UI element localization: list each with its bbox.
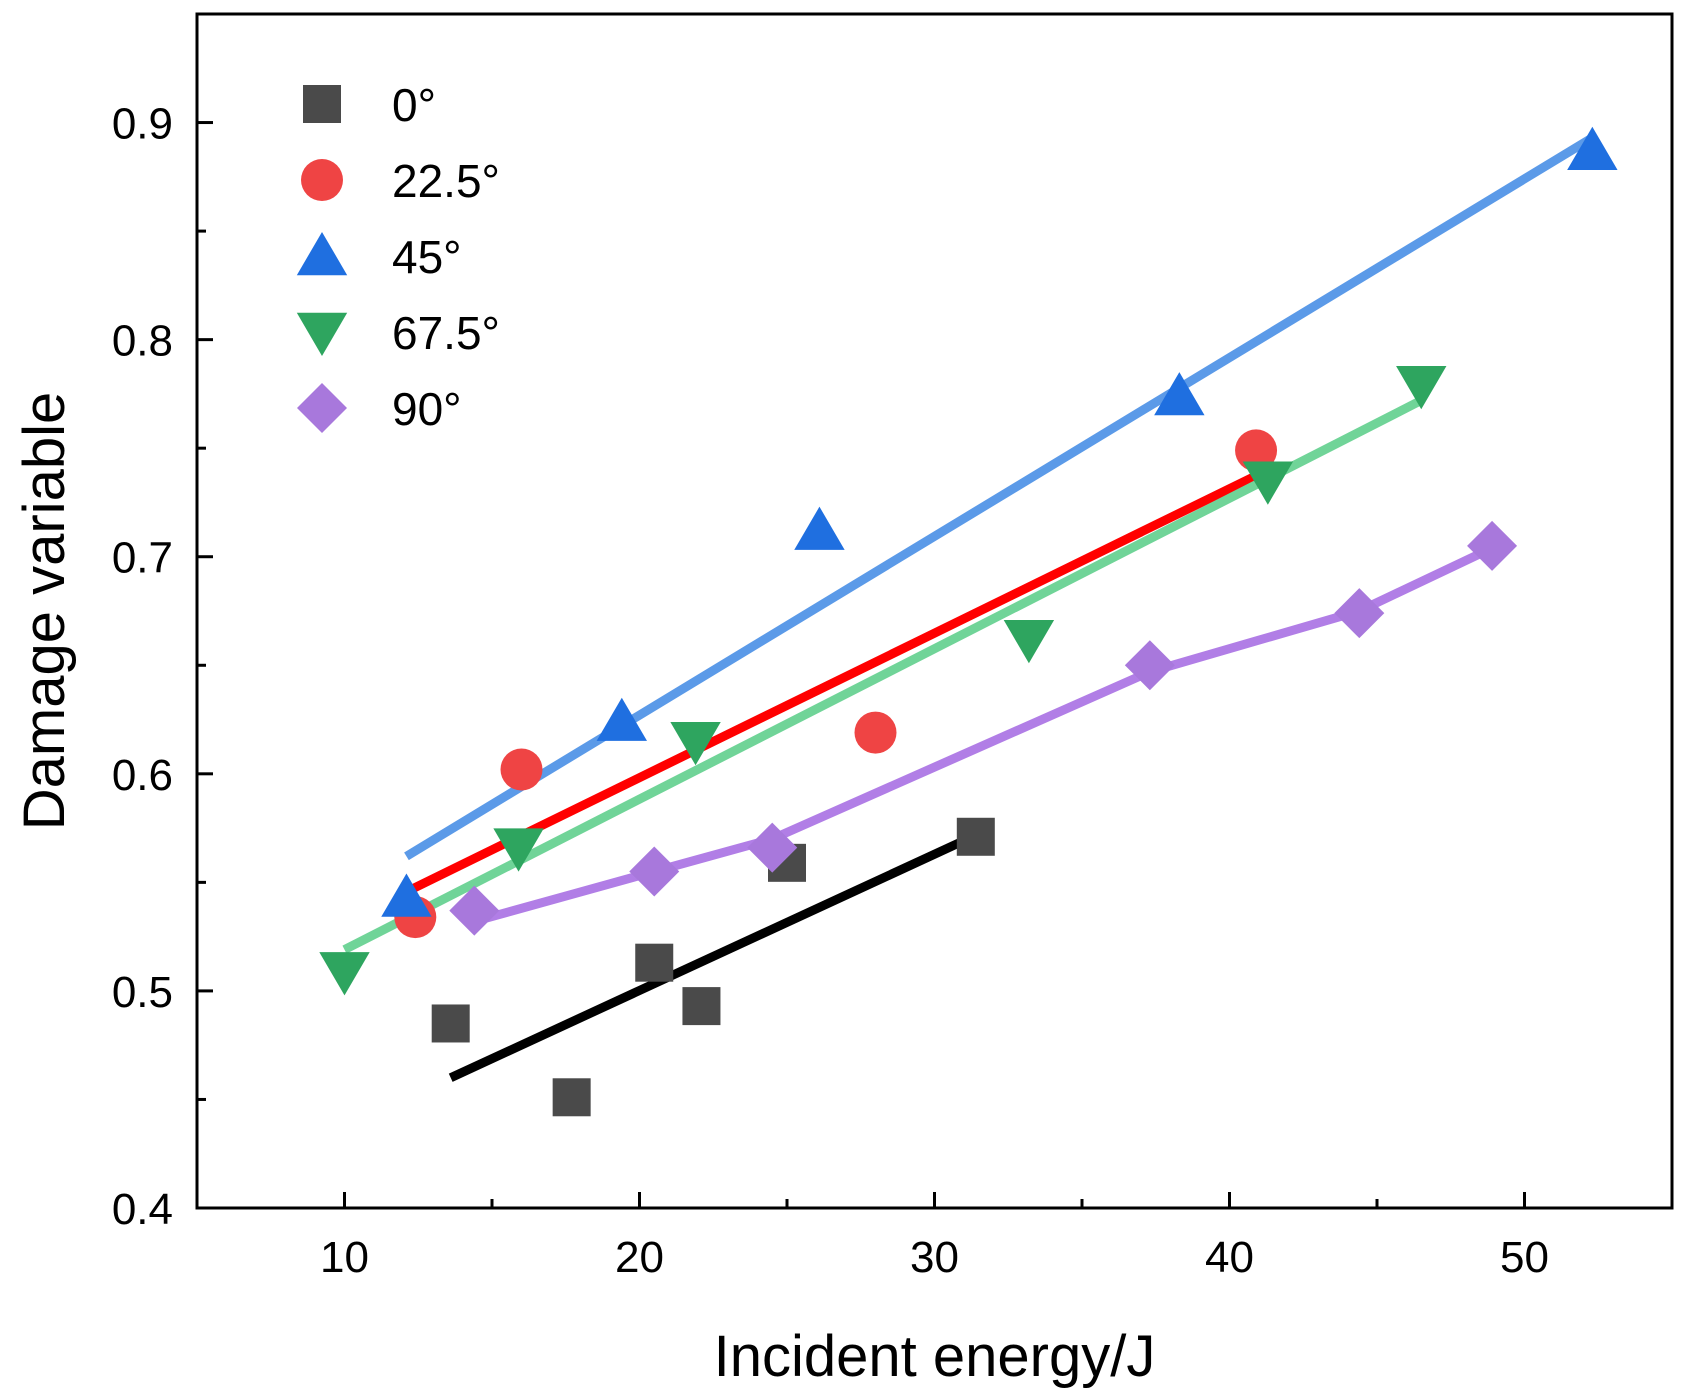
axis-ticks: 10 20 30 40 50 0.4 0.5 0.6 0.7 0.8 0.9 xyxy=(112,100,1549,1282)
legend-label-67-5: 67.5° xyxy=(392,307,500,359)
point-90-5 xyxy=(1334,588,1385,639)
point-67-5-4 xyxy=(1003,620,1055,664)
point-0-2 xyxy=(552,1078,591,1117)
legend-marker-67-5 xyxy=(296,312,348,356)
point-90-3 xyxy=(747,822,798,873)
point-90-4 xyxy=(1124,640,1175,691)
point-22-5-4 xyxy=(1235,429,1278,472)
point-0-3 xyxy=(635,943,674,982)
y-tick-label: 0.8 xyxy=(112,317,173,366)
point-45-2 xyxy=(596,697,647,741)
point-0-4 xyxy=(682,987,721,1026)
point-45-5 xyxy=(1567,126,1618,170)
point-67-5-3 xyxy=(670,722,721,766)
legend-label-22-5: 22.5° xyxy=(392,155,500,207)
legend-marker-45 xyxy=(296,232,348,276)
point-67-5-5 xyxy=(1242,461,1294,505)
x-tick-label: 50 xyxy=(1500,1233,1549,1282)
x-tick-label: 30 xyxy=(910,1233,959,1282)
point-0-1 xyxy=(431,1004,470,1043)
point-67-5-1 xyxy=(319,952,370,996)
point-45-1 xyxy=(381,873,432,917)
x-tick-label: 40 xyxy=(1205,1233,1254,1282)
point-45-4 xyxy=(1154,372,1205,416)
point-90-2 xyxy=(629,846,680,897)
data-points xyxy=(319,126,1618,1117)
legend-label-90: 90° xyxy=(392,383,462,435)
legend-label-0: 0° xyxy=(392,79,436,131)
y-tick-label: 0.9 xyxy=(112,100,173,149)
legend-marker-90 xyxy=(297,383,347,433)
y-tick-label: 0.5 xyxy=(112,968,173,1017)
x-tick-label: 10 xyxy=(320,1233,369,1282)
y-axis-title: Damage variable xyxy=(12,392,77,830)
point-90-6 xyxy=(1467,520,1518,571)
legend-label-45: 45° xyxy=(392,231,462,283)
fit-line-22-5 xyxy=(410,470,1261,893)
fit-lines xyxy=(342,133,1595,1082)
point-45-3 xyxy=(794,506,845,550)
legend-marker-22-5 xyxy=(301,159,343,201)
legend: 0° 22.5° 45° 67.5° 90° xyxy=(296,79,500,435)
point-0-6 xyxy=(956,817,995,856)
y-tick-label: 0.7 xyxy=(112,534,173,583)
point-22-5-2 xyxy=(500,748,543,791)
fit-line-0 xyxy=(448,828,984,1082)
point-90-1 xyxy=(449,885,500,936)
fit-line-90 xyxy=(473,543,1494,926)
point-67-5-2 xyxy=(493,828,544,872)
point-22-5-3 xyxy=(854,711,897,754)
point-67-5-6 xyxy=(1396,366,1447,410)
fit-line-45 xyxy=(404,133,1595,861)
legend-marker-0 xyxy=(303,85,341,123)
x-axis-title: Incident energy/J xyxy=(714,1324,1156,1389)
x-tick-label: 20 xyxy=(615,1233,664,1282)
y-tick-label: 0.4 xyxy=(112,1185,173,1234)
y-tick-label: 0.6 xyxy=(112,751,173,800)
